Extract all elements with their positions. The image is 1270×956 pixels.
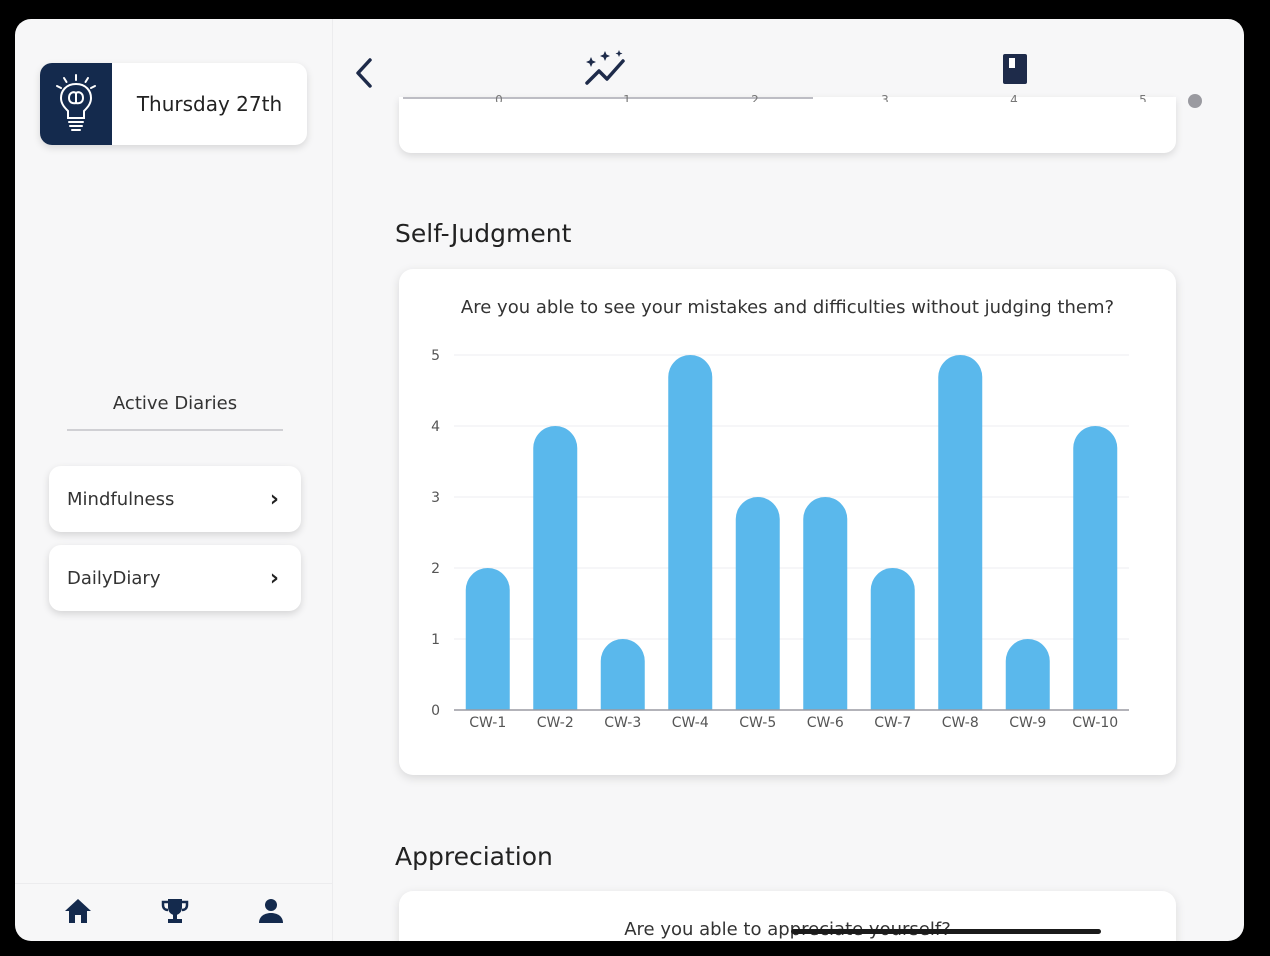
bar: [465, 568, 510, 710]
diary-item-dailydiary[interactable]: DailyDiary ›: [49, 545, 301, 611]
bar: [668, 355, 713, 710]
x-tick-label: CW-10: [1072, 715, 1118, 731]
date-label: Thursday 27th: [136, 92, 283, 116]
diary-item-mindfulness[interactable]: Mindfulness ›: [49, 466, 301, 532]
tablet-screen: Thursday 27th Active Diaries Mindfulness…: [15, 19, 1244, 941]
x-tick-label: CW-6: [807, 715, 844, 731]
brain-lightbulb-logo: [40, 63, 112, 145]
x-tick-label: CW-4: [672, 715, 709, 731]
diary-item-label: Mindfulness: [67, 488, 175, 510]
active-diaries-label: Active Diaries: [112, 393, 238, 414]
divider: [67, 429, 283, 431]
sidebar: Thursday 27th Active Diaries Mindfulness…: [15, 19, 333, 941]
tick-label: 0: [495, 93, 503, 102]
book-icon[interactable]: [1001, 53, 1029, 89]
x-tick-label: CW-8: [942, 715, 979, 731]
tick-label: 5: [1139, 93, 1147, 102]
back-chevron-icon: [356, 58, 372, 88]
previous-chart-ticks: 0 1 2 3 4 5: [419, 93, 1147, 109]
x-tick-label: CW-3: [604, 715, 641, 731]
date-card[interactable]: Thursday 27th: [40, 63, 307, 145]
bar: [735, 497, 780, 710]
home-icon[interactable]: [63, 897, 93, 929]
y-tick-label: 5: [431, 348, 440, 364]
back-button[interactable]: [347, 55, 381, 91]
person-icon[interactable]: [257, 897, 285, 929]
x-tick-label: CW-5: [739, 715, 776, 731]
y-tick-label: 0: [431, 703, 440, 719]
bar: [1073, 426, 1118, 710]
tick-label: 3: [881, 93, 889, 102]
bar: [803, 497, 848, 710]
bar: [533, 426, 578, 710]
home-indicator[interactable]: [791, 929, 1101, 934]
scroll-indicator[interactable]: [1188, 94, 1202, 108]
main-content: 0 1 2 3 4 5 Self-Judgment Are you able t…: [333, 19, 1244, 941]
x-tick-label: CW-2: [537, 715, 574, 731]
y-tick-label: 3: [431, 490, 440, 506]
bottom-navigation: [15, 883, 333, 941]
chevron-right-icon: ›: [269, 486, 279, 512]
x-tick-label: CW-7: [874, 715, 911, 731]
sparkle-chart-icon[interactable]: [583, 49, 629, 93]
x-tick-label: CW-1: [469, 715, 506, 731]
bar: [870, 568, 915, 710]
y-tick-label: 2: [431, 561, 440, 577]
bar: [600, 639, 645, 710]
chart-question: Are you able to see your mistakes and di…: [460, 297, 1115, 318]
tick-label: 1: [623, 93, 631, 102]
chart-question: Are you able to appreciate yourself?: [624, 919, 951, 940]
chevron-right-icon: ›: [269, 565, 279, 591]
diary-item-label: DailyDiary: [67, 567, 161, 589]
trophy-icon[interactable]: [160, 896, 190, 930]
previous-chart-card: [399, 97, 1176, 153]
x-tick-label: CW-9: [1009, 715, 1046, 731]
bar: [938, 355, 983, 710]
tick-label: 4: [1010, 93, 1018, 102]
previous-chart-axis: [403, 97, 813, 99]
y-tick-label: 1: [431, 632, 440, 648]
section-title-self-judgment: Self-Judgment: [395, 219, 572, 248]
section-title-appreciation: Appreciation: [395, 842, 553, 871]
tick-label: 2: [751, 93, 759, 102]
self-judgment-chart-card: Are you able to see your mistakes and di…: [399, 269, 1176, 775]
self-judgment-bar-chart: 0 1 2 3 4 5 CW-1 CW-2 CW-3 CW-4 CW-5 CW-6 CW-7 CW-8 CW…: [431, 348, 1129, 731]
y-tick-label: 4: [431, 419, 440, 435]
bar: [1005, 639, 1050, 710]
